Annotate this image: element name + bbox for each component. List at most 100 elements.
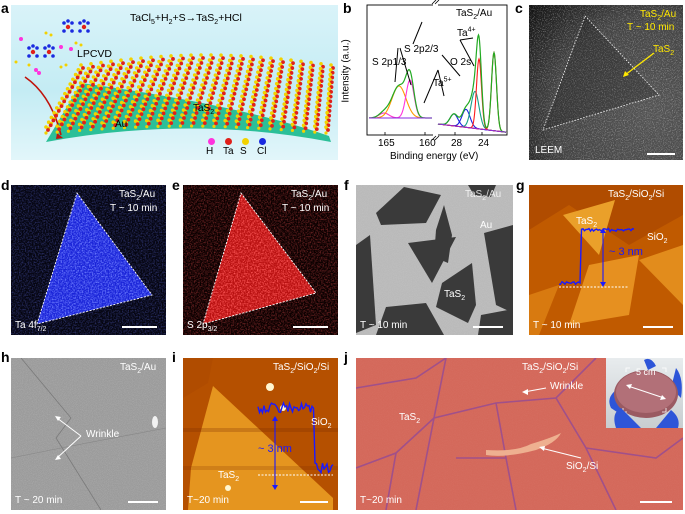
ta-atom	[304, 121, 309, 126]
s-atom	[109, 77, 114, 82]
s-atom	[324, 125, 328, 129]
s-atom	[244, 74, 249, 79]
s-atom	[301, 123, 306, 128]
s-atom	[289, 58, 293, 62]
s-atom	[210, 83, 215, 87]
s-atom	[187, 58, 192, 62]
h-atom	[34, 68, 38, 72]
ta-atom	[248, 117, 253, 122]
s-atom	[274, 86, 278, 91]
s-atom	[79, 63, 83, 67]
ta-atom	[187, 66, 192, 71]
ta-atom	[260, 63, 264, 68]
s-atom	[317, 76, 322, 80]
ta-atom	[274, 99, 279, 104]
ta-atom	[128, 65, 133, 69]
s-atom	[122, 72, 127, 76]
ta-atom	[218, 106, 222, 111]
ta-atom	[152, 106, 157, 111]
ta-atom	[220, 96, 225, 101]
s-atom	[225, 68, 229, 73]
ta-atom	[299, 76, 303, 81]
ta-atom	[193, 116, 197, 120]
ta-atom	[251, 57, 255, 62]
panel-label-j: j	[344, 349, 348, 365]
ta-atom	[314, 127, 319, 132]
ta-atom	[258, 123, 263, 128]
peak-arrow-icon	[399, 47, 412, 86]
s-atom	[76, 67, 81, 72]
ta-atom	[102, 123, 106, 128]
s-atom	[150, 103, 155, 108]
x-axis-label: Binding energy (eV)	[390, 151, 479, 162]
panel-label-f: f	[344, 177, 349, 193]
sample-label: TaS2/SiO2/Si	[608, 189, 665, 203]
ta-atom	[117, 89, 122, 94]
s-atom	[154, 93, 158, 98]
s-atom	[156, 88, 160, 93]
ta-atom	[84, 115, 89, 120]
ta-atom	[150, 111, 155, 116]
s-atom	[314, 109, 319, 114]
ta-atom	[166, 96, 171, 101]
tas2-label: TaS2	[218, 470, 240, 484]
s-atom	[258, 110, 263, 115]
cl-atom	[51, 54, 55, 58]
h-atom	[69, 47, 73, 51]
ta-atom	[280, 65, 285, 69]
s-atom	[78, 128, 82, 133]
envelope-fit	[437, 33, 507, 133]
s-atom	[296, 78, 301, 83]
s-atom	[264, 80, 269, 85]
s-atom	[275, 76, 280, 81]
ta-atom	[211, 56, 215, 60]
s-atom	[236, 64, 241, 68]
ta-atom	[98, 68, 103, 73]
s-atom	[14, 60, 18, 64]
s-atom	[155, 64, 159, 69]
s-atom	[100, 97, 105, 102]
ta-atom	[157, 67, 161, 72]
ta-atom	[131, 60, 135, 65]
ta-atom	[180, 121, 185, 125]
sample-label: TaS2/Au	[640, 9, 677, 23]
s-atom	[209, 53, 213, 57]
ta-atom	[294, 110, 299, 115]
wafer-photo-inset: 5 cm	[606, 358, 683, 428]
s-atom	[102, 116, 107, 120]
ta-atom	[108, 67, 113, 72]
ta-atom	[147, 68, 151, 73]
s-atom	[58, 119, 62, 124]
ta-atom	[134, 74, 139, 78]
ta-atom	[214, 81, 218, 86]
ta-atom	[281, 60, 285, 65]
ta-atom	[186, 101, 191, 105]
s-atom	[49, 115, 54, 120]
ta-atom	[193, 81, 197, 85]
s-atom	[145, 89, 150, 94]
ta-atom	[139, 112, 144, 117]
s-atom	[295, 88, 299, 93]
s-atom	[304, 99, 309, 103]
s-atom	[230, 88, 235, 93]
s-atom	[63, 109, 67, 114]
ta-atom	[224, 81, 229, 86]
peak-arrow-icon	[412, 21, 423, 45]
ta-atom	[65, 112, 69, 117]
s-atom	[119, 58, 123, 62]
s-atom	[122, 95, 126, 100]
ta-atom	[301, 62, 305, 67]
ta-atom	[205, 76, 209, 80]
ta-atom	[228, 106, 233, 111]
ta-atom	[214, 121, 218, 126]
ta-atom	[189, 61, 194, 66]
ta-atom	[179, 91, 184, 96]
ta-atom	[73, 116, 78, 121]
ta-atom	[295, 106, 299, 110]
ta-atom	[205, 111, 210, 116]
ta-atom	[199, 96, 203, 100]
s-atom	[194, 68, 199, 72]
s-atom	[100, 121, 104, 125]
s-atom	[96, 65, 101, 70]
